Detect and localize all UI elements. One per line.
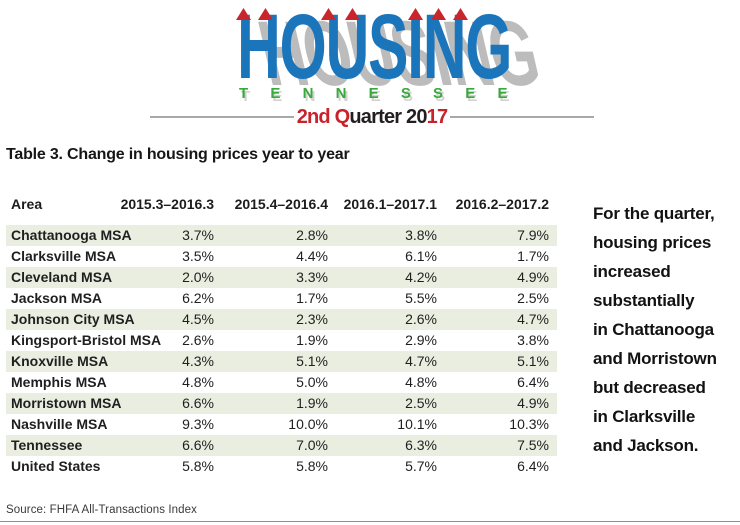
tennessee-logo-text: TENNESSEE xyxy=(239,85,530,102)
value-cell: 1.9% xyxy=(296,395,328,411)
table-header-row: Area 2015.3–2016.3 2015.4–2016.4 2016.1–… xyxy=(6,196,557,225)
quarter-rule-right xyxy=(450,116,594,118)
area-cell: Nashville MSA xyxy=(11,416,108,432)
area-cell: Clarksville MSA xyxy=(11,248,117,264)
quarter-label-red-1: 2nd Q xyxy=(296,106,350,128)
value-cell: 10.3% xyxy=(509,416,549,432)
value-cell: 3.7% xyxy=(182,227,214,243)
value-cell: 4.9% xyxy=(517,269,549,285)
value-cell: 5.0% xyxy=(296,374,328,390)
value-cell: 3.8% xyxy=(517,332,549,348)
table-row: Knoxville MSA 4.3% 5.1% 4.7% 5.1% xyxy=(6,351,557,372)
value-cell: 2.6% xyxy=(182,332,214,348)
value-cell: 5.8% xyxy=(296,458,328,474)
value-cell: 4.7% xyxy=(405,353,437,369)
value-cell: 4.8% xyxy=(182,374,214,390)
value-cell: 5.8% xyxy=(182,458,214,474)
value-cell: 4.7% xyxy=(517,311,549,327)
value-cell: 3.3% xyxy=(296,269,328,285)
value-cell: 4.2% xyxy=(405,269,437,285)
value-cell: 4.8% xyxy=(405,374,437,390)
value-cell: 7.0% xyxy=(296,437,328,453)
value-cell: 7.9% xyxy=(517,227,549,243)
value-cell: 5.5% xyxy=(405,290,437,306)
sidebar-callout: For the quarter, housing prices increase… xyxy=(593,204,717,455)
value-cell: 3.8% xyxy=(405,227,437,243)
area-cell: Morristown MSA xyxy=(11,395,122,411)
quarter-label-red-2: 17 xyxy=(426,106,448,128)
area-cell: United States xyxy=(11,458,101,474)
value-cell: 1.7% xyxy=(517,248,549,264)
quarter-label: 2nd Quarter 2017 xyxy=(294,107,451,127)
area-cell: Memphis MSA xyxy=(11,374,107,390)
value-cell: 10.0% xyxy=(288,416,328,432)
table-row: Kingsport-Bristol MSA 2.6% 1.9% 2.9% 3.8… xyxy=(6,330,557,351)
column-header-period-2: 2015.4–2016.4 xyxy=(234,196,328,212)
area-cell: Kingsport-Bristol MSA xyxy=(11,332,162,348)
value-cell: 5.1% xyxy=(517,353,549,369)
value-cell: 2.5% xyxy=(405,395,437,411)
value-cell: 6.6% xyxy=(182,437,214,453)
area-cell: Knoxville MSA xyxy=(11,353,109,369)
value-cell: 6.2% xyxy=(182,290,214,306)
value-cell: 4.9% xyxy=(517,395,549,411)
value-cell: 6.4% xyxy=(517,458,549,474)
table-row: Nashville MSA 9.3% 10.0% 10.1% 10.3% xyxy=(6,414,557,435)
value-cell: 9.3% xyxy=(182,416,214,432)
value-cell: 2.6% xyxy=(405,311,437,327)
area-cell: Chattanooga MSA xyxy=(11,227,132,243)
value-cell: 4.4% xyxy=(296,248,328,264)
area-cell: Tennessee xyxy=(11,437,83,453)
table-row: Memphis MSA 4.8% 5.0% 4.8% 6.4% xyxy=(6,372,557,393)
value-cell: 3.5% xyxy=(182,248,214,264)
table-row: Chattanooga MSA 3.7% 2.8% 3.8% 7.9% xyxy=(6,225,557,246)
value-cell: 7.5% xyxy=(517,437,549,453)
value-cell: 6.3% xyxy=(405,437,437,453)
value-cell: 2.5% xyxy=(517,290,549,306)
area-cell: Johnson City MSA xyxy=(11,311,135,327)
column-header-area: Area xyxy=(11,196,43,212)
column-header-period-1: 2015.3–2016.3 xyxy=(120,196,214,212)
housing-logo: HOUSING HOUSING xyxy=(236,1,548,105)
value-cell: 1.7% xyxy=(296,290,328,306)
value-cell: 1.9% xyxy=(296,332,328,348)
table-row: Morristown MSA 6.6% 1.9% 2.5% 4.9% xyxy=(6,393,557,414)
area-cell: Jackson MSA xyxy=(11,290,103,306)
table-row: Cleveland MSA 2.0% 3.3% 4.2% 4.9% xyxy=(6,267,557,288)
value-cell: 5.1% xyxy=(296,353,328,369)
value-cell: 5.7% xyxy=(405,458,437,474)
table-row: Jackson MSA 6.2% 1.7% 5.5% 2.5% xyxy=(6,288,557,309)
area-cell: Cleveland MSA xyxy=(11,269,113,285)
quarter-banner: 2nd Quarter 2017 xyxy=(150,107,594,127)
value-cell: 6.1% xyxy=(405,248,437,264)
value-cell: 2.8% xyxy=(296,227,328,243)
value-cell: 2.9% xyxy=(405,332,437,348)
value-cell: 6.6% xyxy=(182,395,214,411)
table-row: United States 5.8% 5.8% 5.7% 6.4% xyxy=(6,456,557,477)
value-cell: 6.4% xyxy=(517,374,549,390)
quarter-label-dark: uarter 20 xyxy=(349,106,427,128)
table-row: Tennessee 6.6% 7.0% 6.3% 7.5% xyxy=(6,435,557,456)
column-header-period-3: 2016.1–2017.1 xyxy=(343,196,437,212)
value-cell: 2.3% xyxy=(296,311,328,327)
quarter-rule-left xyxy=(150,116,294,118)
value-cell: 10.1% xyxy=(397,416,437,432)
source-note: Source: FHFA All-Transactions Index xyxy=(6,504,197,516)
table-row: Clarksville MSA 3.5% 4.4% 6.1% 1.7% xyxy=(6,246,557,267)
column-header-period-4: 2016.2–2017.2 xyxy=(455,196,549,212)
value-cell: 4.3% xyxy=(182,353,214,369)
value-cell: 2.0% xyxy=(182,269,214,285)
table-row: Johnson City MSA 4.5% 2.3% 2.6% 4.7% xyxy=(6,309,557,330)
table-title: Table 3. Change in housing prices year t… xyxy=(6,146,350,163)
value-cell: 4.5% xyxy=(182,311,214,327)
housing-prices-table: Area 2015.3–2016.3 2015.4–2016.4 2016.1–… xyxy=(6,196,557,477)
housing-logo-text: HOUSING xyxy=(237,0,512,98)
bottom-divider xyxy=(0,521,740,522)
